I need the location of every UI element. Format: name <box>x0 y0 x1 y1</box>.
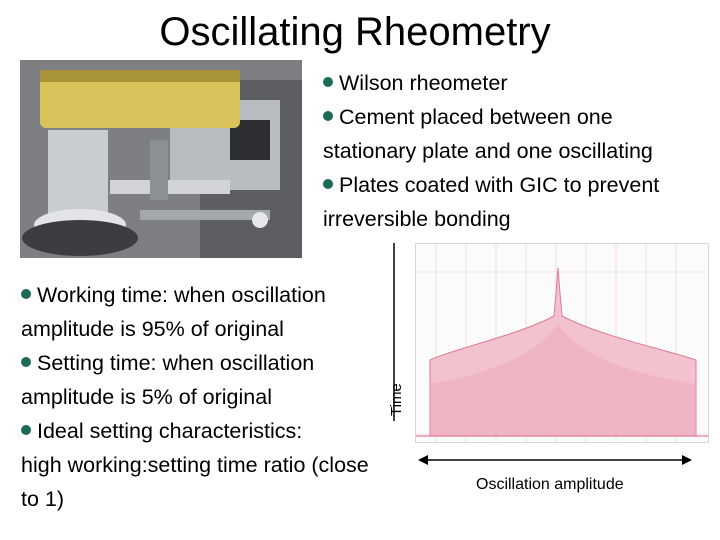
trace-svg <box>416 244 708 442</box>
rheometer-photo <box>20 60 302 258</box>
bullet-gic-coating: Plates coated with GIC to prevent irreve… <box>323 173 660 231</box>
bullet-dot-icon <box>21 289 31 299</box>
top-bullet-list: Wilson rheometer Cement placed between o… <box>323 66 659 236</box>
rheometer-illustration <box>20 60 302 258</box>
bullet-dot-icon <box>323 111 333 121</box>
bottom-bullet-list: Working time: when oscillation amplitude… <box>21 278 369 516</box>
slide-title: Oscillating Rheometry <box>159 10 551 54</box>
bullet-setting-time: Setting time: when oscillation amplitude… <box>21 351 315 409</box>
bullet-ideal-setting: Ideal setting characteristics: high work… <box>21 419 369 511</box>
rheometer-trace-graph <box>415 243 709 443</box>
amplitude-axis-label: Oscillation amplitude <box>476 476 624 493</box>
bullet-dot-icon <box>323 179 333 189</box>
bullet-dot-icon <box>21 425 31 435</box>
bullet-dot-icon <box>323 77 333 87</box>
bullet-wilson-rheometer: Wilson rheometer <box>323 66 659 100</box>
amplitude-axis-arrow <box>418 455 692 465</box>
bullet-cement-placement: Cement placed between one stationary pla… <box>323 105 653 163</box>
bullet-working-time: Working time: when oscillation amplitude… <box>21 283 326 341</box>
bullet-dot-icon <box>21 357 31 367</box>
time-axis-line <box>393 243 395 421</box>
time-axis-label: Time <box>388 383 405 416</box>
